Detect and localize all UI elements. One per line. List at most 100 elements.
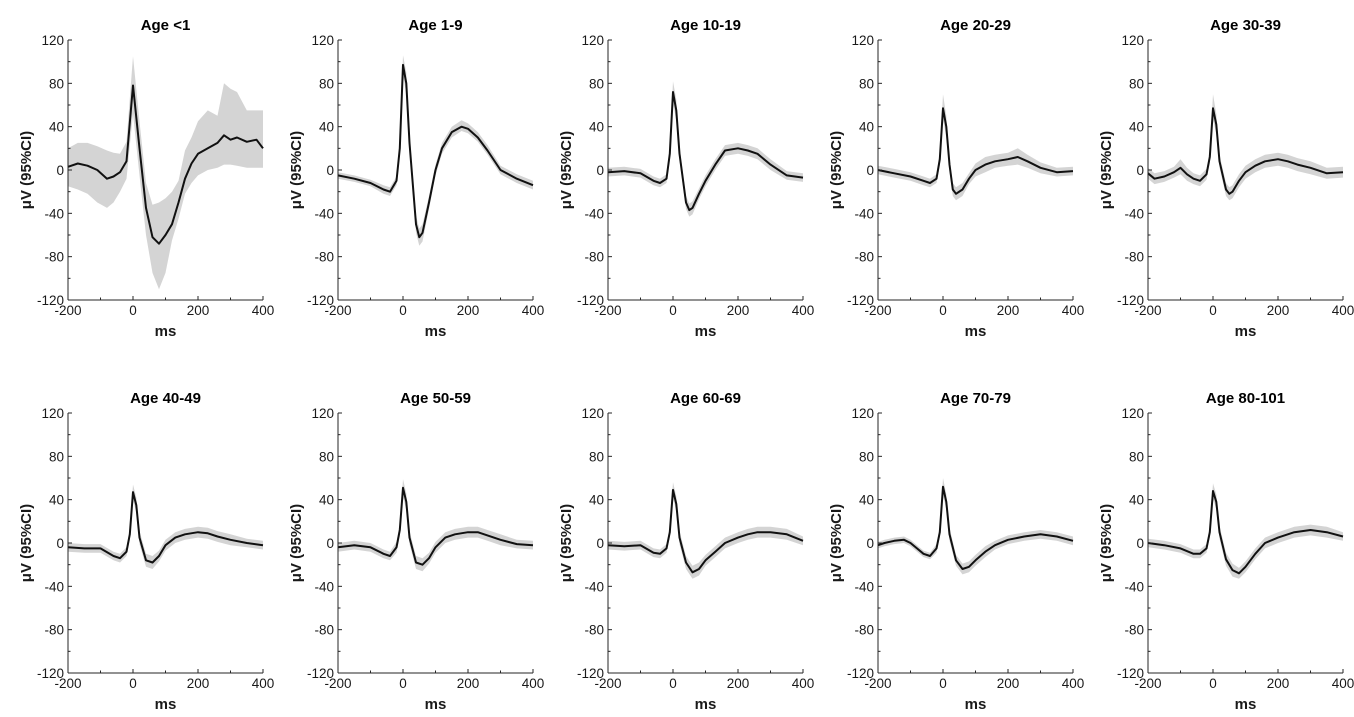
y-tick-label: 120	[1121, 406, 1144, 421]
y-tick-label: -120	[37, 666, 64, 681]
y-tick-label: 40	[49, 493, 64, 508]
x-axis-label: ms	[155, 323, 177, 340]
y-tick-label: 80	[589, 449, 604, 464]
y-tick-label: 0	[56, 163, 64, 178]
y-tick-label: -40	[584, 206, 604, 221]
x-tick-label: -200	[1134, 303, 1161, 318]
ci-band	[338, 479, 533, 572]
y-tick-label: -120	[307, 293, 334, 308]
y-tick-label: 40	[319, 120, 334, 135]
y-tick-label: 0	[866, 163, 874, 178]
ci-band	[608, 81, 803, 217]
y-axis-label: μV (95%CI)	[1098, 131, 1115, 209]
y-axis-label: μV (95%CI)	[828, 131, 845, 209]
y-tick-label: 120	[311, 33, 334, 48]
y-tick-label: -80	[44, 623, 64, 638]
x-tick-label: 400	[1062, 303, 1085, 318]
y-tick-label: -40	[584, 579, 604, 594]
y-tick-label: 80	[859, 76, 874, 91]
y-tick-label: 40	[49, 120, 64, 135]
x-tick-label: 400	[522, 676, 545, 691]
y-tick-label: 40	[1129, 120, 1144, 135]
y-tick-label: -120	[37, 293, 64, 308]
y-axis-label: μV (95%CI)	[558, 131, 575, 209]
y-axis-label: μV (95%CI)	[288, 504, 305, 582]
y-tick-label: -40	[1124, 206, 1144, 221]
y-tick-label: 80	[589, 76, 604, 91]
x-tick-label: 0	[939, 303, 947, 318]
mean-line	[67, 491, 264, 564]
y-tick-label: -40	[44, 206, 64, 221]
x-tick-label: -200	[864, 676, 891, 691]
x-tick-label: 200	[457, 676, 480, 691]
ci-band	[1148, 94, 1343, 201]
ci-band	[68, 56, 263, 290]
mean-line	[337, 63, 534, 239]
y-tick-label: -120	[307, 666, 334, 681]
mean-line	[1147, 107, 1344, 195]
y-tick-label: 40	[859, 493, 874, 508]
y-axis-label: μV (95%CI)	[828, 504, 845, 582]
x-tick-label: 0	[129, 303, 137, 318]
x-tick-label: 400	[1332, 303, 1354, 318]
ci-band	[878, 478, 1073, 575]
x-tick-label: 200	[997, 303, 1020, 318]
y-tick-label: -40	[854, 579, 874, 594]
mean-line	[877, 485, 1074, 570]
ci-band	[608, 482, 803, 579]
y-tick-label: -120	[577, 293, 604, 308]
panel-title: Age 20-29	[940, 17, 1011, 34]
y-tick-label: -120	[1117, 666, 1144, 681]
x-tick-label: -200	[1134, 676, 1161, 691]
y-tick-label: -120	[847, 293, 874, 308]
x-tick-label: 0	[1209, 303, 1217, 318]
mean-line	[67, 84, 264, 245]
y-tick-label: 0	[1136, 536, 1144, 551]
x-tick-label: 0	[129, 676, 137, 691]
y-tick-label: -40	[314, 579, 334, 594]
x-tick-label: 400	[252, 676, 275, 691]
x-tick-label: 0	[669, 303, 677, 318]
x-tick-label: -200	[324, 676, 351, 691]
y-axis-label: μV (95%CI)	[558, 504, 575, 582]
y-tick-label: 0	[326, 536, 334, 551]
y-tick-label: -80	[1124, 250, 1144, 265]
y-tick-label: 120	[41, 406, 64, 421]
x-tick-label: 0	[1209, 676, 1217, 691]
y-tick-label: -40	[1124, 579, 1144, 594]
y-tick-label: 120	[581, 33, 604, 48]
x-tick-label: 0	[399, 303, 407, 318]
y-tick-label: 0	[326, 163, 334, 178]
ci-band	[338, 55, 533, 246]
x-tick-label: 200	[727, 676, 750, 691]
y-axis-label: μV (95%CI)	[18, 504, 35, 582]
x-axis-label: ms	[1235, 696, 1257, 713]
y-tick-label: -40	[44, 579, 64, 594]
panel-title: Age 30-39	[1210, 17, 1281, 34]
x-tick-label: 200	[187, 676, 210, 691]
y-tick-label: 120	[311, 406, 334, 421]
y-tick-label: 40	[859, 120, 874, 135]
y-tick-label: -80	[854, 623, 874, 638]
x-tick-label: 200	[187, 303, 210, 318]
panel-title: Age 80-101	[1206, 390, 1285, 407]
x-tick-label: 400	[252, 303, 275, 318]
y-tick-label: -80	[584, 250, 604, 265]
x-tick-label: 200	[997, 676, 1020, 691]
mean-line	[607, 488, 804, 574]
mean-line	[877, 107, 1074, 195]
y-tick-label: 40	[1129, 493, 1144, 508]
y-tick-label: -80	[44, 250, 64, 265]
y-tick-label: 0	[596, 536, 604, 551]
y-tick-label: 40	[319, 493, 334, 508]
x-tick-label: -200	[594, 676, 621, 691]
y-tick-label: 80	[859, 449, 874, 464]
x-axis-label: ms	[965, 323, 987, 340]
x-tick-label: 400	[792, 676, 815, 691]
